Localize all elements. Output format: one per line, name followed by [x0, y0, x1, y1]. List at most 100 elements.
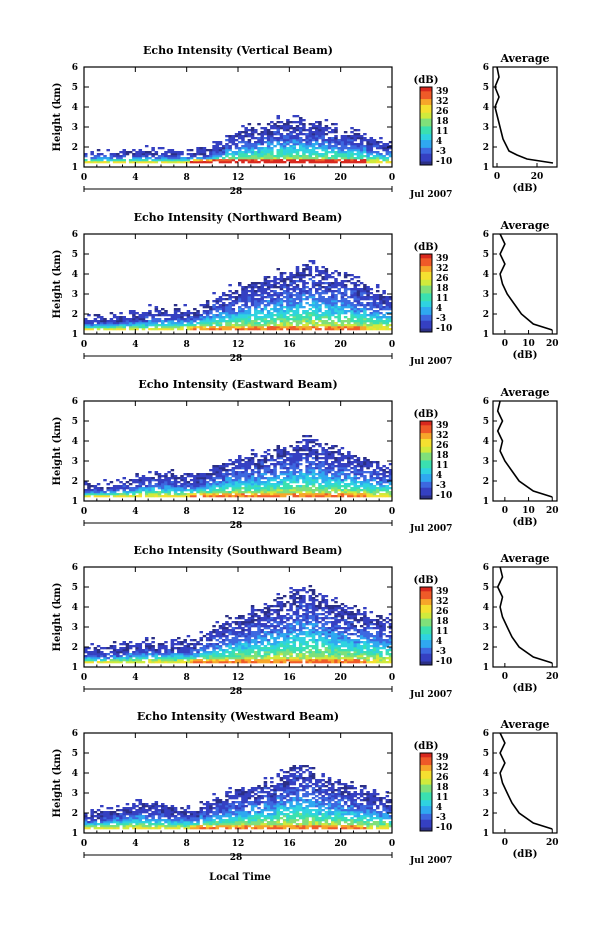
heatmap-cell — [343, 310, 348, 313]
date-label: Jul 2007 — [409, 524, 452, 534]
heatmap-cell — [347, 147, 351, 150]
heatmap-cell — [308, 153, 313, 156]
colorbar-segment — [420, 159, 432, 162]
heatmap-cell — [93, 491, 98, 494]
heatmap-cell — [254, 477, 258, 480]
heatmap-cell — [244, 469, 248, 472]
heatmap-cell — [266, 469, 271, 472]
heatmap-cell — [318, 473, 322, 476]
heatmap-cell — [273, 324, 277, 327]
heatmap-cell — [231, 302, 236, 305]
heatmap-cell — [334, 485, 338, 488]
heatmap-cell — [318, 143, 322, 146]
heatmap-cell — [141, 657, 146, 660]
heatmap-cell — [375, 481, 380, 484]
heatmap-cell — [292, 491, 297, 494]
heatmap-cell — [308, 270, 313, 273]
heatmap-cell — [372, 461, 377, 464]
heatmap-cell — [234, 661, 239, 664]
heatmap-cell — [315, 139, 319, 142]
heatmap-cell — [215, 651, 220, 654]
heatmap-cell — [366, 147, 370, 150]
heatmap-cell — [282, 645, 287, 648]
heatmap-cell — [375, 145, 380, 148]
heatmap-cell — [270, 635, 274, 638]
heatmap-cell — [218, 473, 223, 476]
heatmap-cell — [388, 147, 393, 150]
heatmap-cell — [276, 603, 281, 606]
heatmap-cell — [218, 153, 223, 156]
heatmap-cell — [228, 306, 232, 309]
heatmap-cell — [279, 619, 284, 622]
heatmap-cell — [250, 457, 255, 460]
heatmap-cell — [260, 635, 264, 638]
heatmap-cell — [369, 137, 374, 140]
heatmap-cell — [241, 310, 245, 313]
heatmap-cell — [93, 159, 98, 162]
heatmap-cell — [347, 296, 351, 299]
heatmap-cell — [343, 137, 348, 140]
heatmap-cell — [270, 609, 274, 612]
heatmap-cell — [212, 147, 216, 150]
heatmap-cell — [279, 643, 284, 646]
heatmap-cell — [241, 294, 245, 297]
heatmap-cell — [347, 300, 351, 303]
heatmap-cell — [337, 483, 341, 486]
heatmap-cell — [250, 324, 255, 327]
heatmap-cell — [292, 493, 297, 496]
heatmap-cell — [289, 141, 293, 144]
heatmap-cell — [254, 302, 258, 305]
heatmap-cell — [148, 479, 152, 482]
avg-y-tick-label: 1 — [483, 330, 489, 340]
heatmap-cell — [260, 127, 264, 130]
heatmap-cell — [212, 467, 216, 470]
heatmap-cell — [334, 298, 338, 301]
heatmap-cell — [356, 463, 361, 466]
heatmap-cell — [250, 611, 255, 614]
heatmap-cell — [324, 157, 329, 160]
heatmap-cell — [270, 149, 274, 152]
heatmap-cell — [308, 455, 313, 458]
heatmap-cell — [170, 483, 175, 486]
heatmap-cell — [257, 633, 261, 636]
heatmap-cell — [116, 655, 120, 658]
heatmap-cell — [260, 286, 264, 289]
heatmap-cell — [225, 159, 229, 162]
heatmap-cell — [260, 328, 264, 331]
heatmap-cell — [161, 155, 165, 158]
heatmap-cell — [132, 322, 136, 325]
heatmap-cell — [263, 320, 268, 323]
heatmap-cell — [369, 461, 374, 464]
heatmap-cell — [295, 302, 300, 305]
heatmap-cell — [170, 481, 175, 484]
heatmap-cell — [286, 119, 290, 122]
heatmap-cell — [382, 147, 386, 150]
heatmap-cell — [247, 643, 252, 646]
heatmap-cell — [273, 155, 277, 158]
heatmap-cell — [250, 661, 255, 664]
heatmap-cell — [87, 487, 91, 490]
colorbar-segment — [420, 448, 432, 451]
heatmap-cell — [260, 155, 264, 158]
heatmap-cell — [209, 493, 213, 496]
heatmap-cell — [321, 282, 325, 285]
heatmap-cell — [164, 155, 168, 158]
heatmap-cell — [292, 461, 297, 464]
heatmap-cell — [183, 493, 187, 496]
heatmap-cell — [282, 637, 287, 640]
heatmap-cell — [254, 483, 258, 486]
heatmap-cell — [286, 284, 290, 287]
heatmap-cell — [292, 599, 297, 602]
heatmap-cell — [356, 143, 361, 146]
heatmap-cell — [154, 322, 159, 325]
heatmap-cell — [218, 465, 223, 468]
heatmap-cell — [260, 461, 264, 464]
heatmap-cell — [96, 655, 101, 658]
heatmap-cell — [343, 292, 348, 295]
heatmap-cell — [270, 633, 274, 636]
heatmap-cell — [218, 471, 223, 474]
heatmap-cell — [157, 475, 162, 478]
heatmap-cell — [302, 143, 306, 146]
heatmap-cell — [151, 661, 155, 664]
heatmap-cell — [295, 322, 300, 325]
